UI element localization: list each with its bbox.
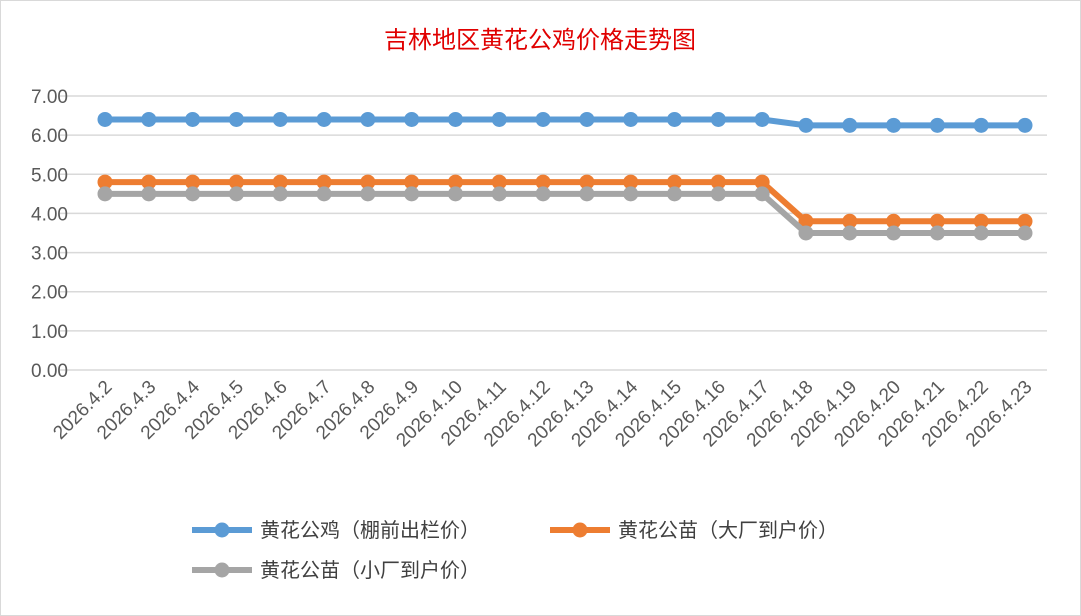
- data-point: [316, 111, 332, 127]
- data-point: [185, 111, 201, 127]
- data-point: [272, 174, 288, 190]
- data-point: [667, 111, 683, 127]
- data-point: [491, 186, 507, 202]
- data-point: [754, 186, 770, 202]
- y-tick-label: 4.00: [31, 204, 68, 225]
- data-point: [228, 186, 244, 202]
- data-point: [316, 174, 332, 190]
- data-point: [228, 174, 244, 190]
- data-point: [185, 186, 201, 202]
- data-point: [97, 186, 113, 202]
- data-point: [579, 174, 595, 190]
- data-point: [798, 213, 814, 229]
- series-line: [105, 190, 1025, 236]
- y-tick-label: 5.00: [31, 165, 68, 186]
- data-point: [141, 111, 157, 127]
- data-point: [842, 213, 858, 229]
- data-point: [842, 225, 858, 241]
- data-point: [886, 225, 902, 241]
- data-point: [97, 111, 113, 127]
- data-point: [272, 186, 288, 202]
- data-point: [447, 111, 463, 127]
- data-point: [404, 174, 420, 190]
- data-point: [404, 111, 420, 127]
- data-point: [360, 111, 376, 127]
- legend-label: 黄花公苗（小厂到户价）: [260, 558, 480, 582]
- legend-marker: [214, 522, 230, 538]
- data-point: [185, 174, 201, 190]
- data-point: [754, 111, 770, 127]
- data-point: [973, 117, 989, 133]
- data-point: [929, 213, 945, 229]
- data-point: [929, 117, 945, 133]
- y-tick-label: 1.00: [31, 322, 68, 343]
- data-point: [623, 186, 639, 202]
- series-line: [105, 179, 1025, 225]
- data-point: [667, 174, 683, 190]
- data-point: [360, 174, 376, 190]
- data-point: [491, 174, 507, 190]
- legend-label: 黄花公鸡（棚前出栏价）: [260, 518, 480, 542]
- data-point: [404, 186, 420, 202]
- data-point: [623, 111, 639, 127]
- data-point: [973, 213, 989, 229]
- data-point: [447, 174, 463, 190]
- data-point: [579, 111, 595, 127]
- y-tick-label: 7.00: [31, 87, 68, 108]
- data-point: [97, 174, 113, 190]
- data-point: [360, 186, 376, 202]
- data-point: [1017, 213, 1033, 229]
- chart-title: 吉林地区黄花公鸡价格走势图: [384, 26, 696, 54]
- y-tick-label: 6.00: [31, 126, 68, 147]
- data-point: [1017, 117, 1033, 133]
- data-point: [535, 174, 551, 190]
- data-point: [623, 174, 639, 190]
- data-point: [316, 186, 332, 202]
- data-point: [579, 186, 595, 202]
- data-point: [141, 174, 157, 190]
- data-point: [973, 225, 989, 241]
- y-tick-label: 0.00: [31, 361, 68, 382]
- legend-label: 黄花公苗（大厂到户价）: [618, 518, 838, 542]
- data-point: [228, 111, 244, 127]
- data-point: [710, 174, 726, 190]
- data-point: [710, 111, 726, 127]
- data-point: [535, 111, 551, 127]
- data-point: [1017, 225, 1033, 241]
- data-point: [798, 225, 814, 241]
- data-point: [491, 111, 507, 127]
- data-point: [798, 117, 814, 133]
- data-point: [754, 174, 770, 190]
- legend-marker: [214, 562, 230, 578]
- data-point: [141, 186, 157, 202]
- data-point: [667, 186, 683, 202]
- y-tick-label: 3.00: [31, 244, 68, 265]
- legend-marker: [572, 522, 588, 538]
- series-line: [105, 116, 1025, 129]
- data-point: [710, 186, 726, 202]
- data-point: [842, 117, 858, 133]
- y-tick-label: 2.00: [31, 283, 68, 304]
- data-point: [886, 117, 902, 133]
- data-point: [929, 225, 945, 241]
- data-point: [272, 111, 288, 127]
- data-point: [535, 186, 551, 202]
- data-point: [447, 186, 463, 202]
- data-point: [886, 213, 902, 229]
